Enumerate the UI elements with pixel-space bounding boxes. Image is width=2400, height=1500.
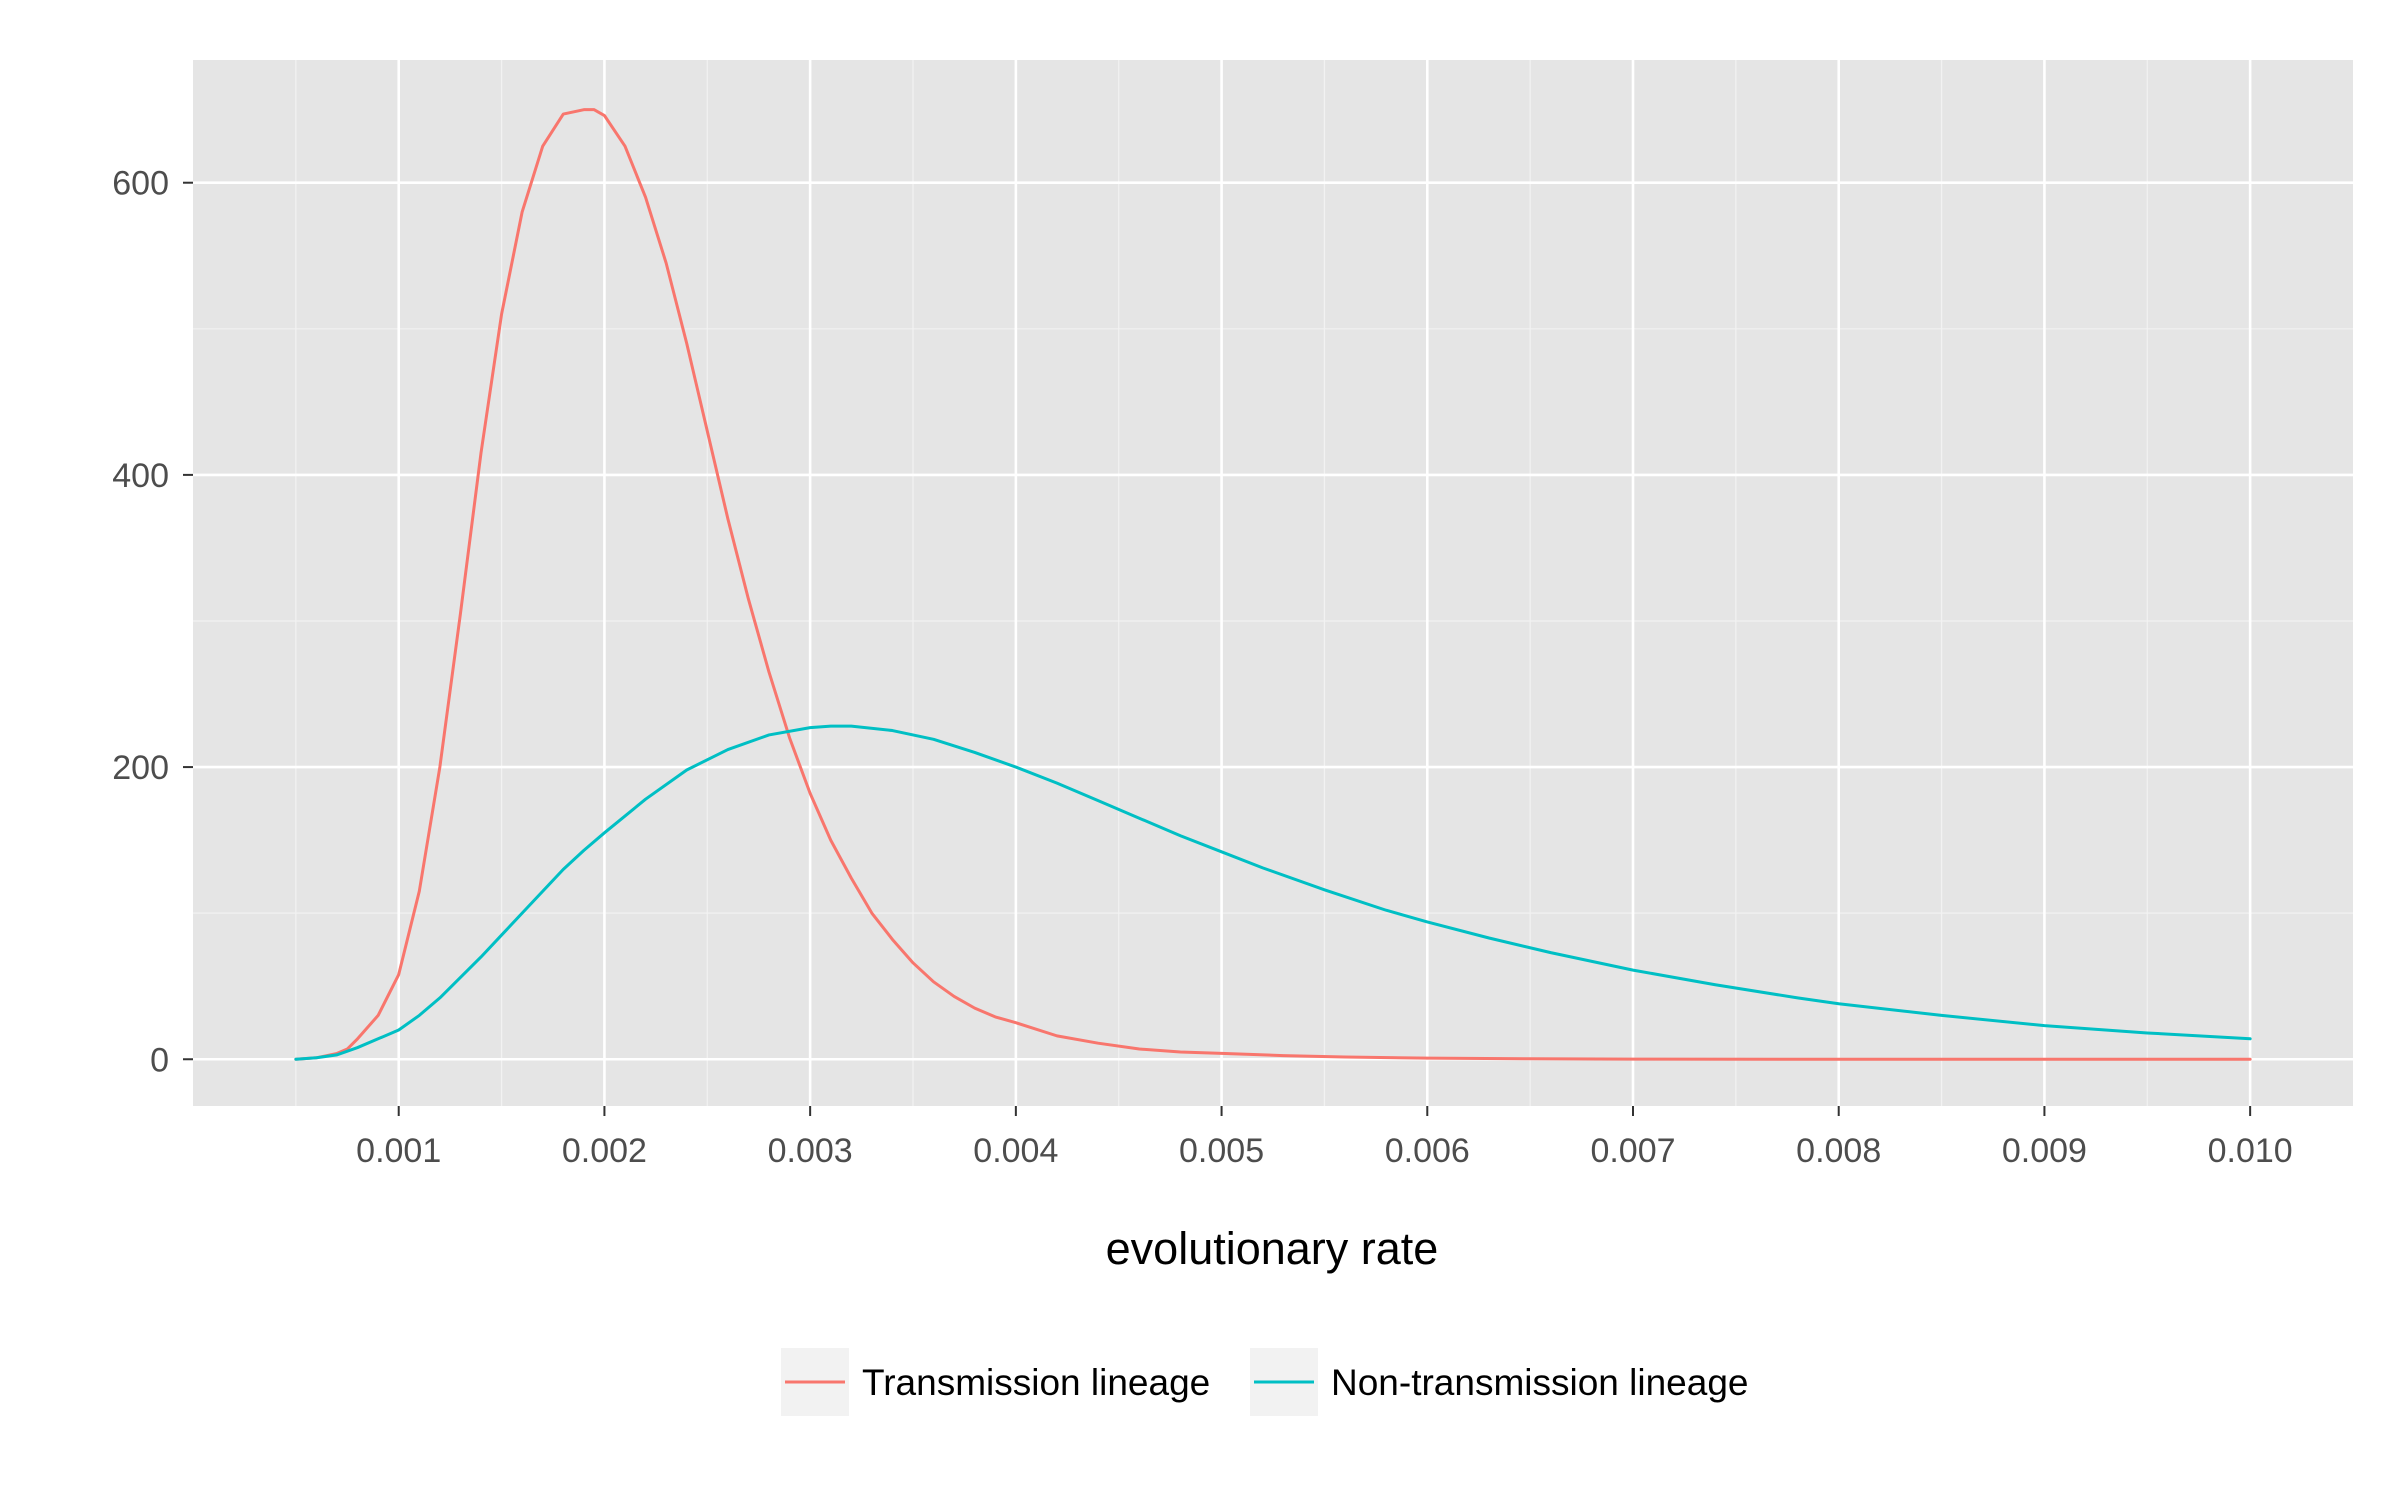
legend-item-non-transmission: Non-transmission lineage — [1250, 1348, 1748, 1416]
panel-background — [193, 60, 2353, 1106]
y-tick-label: 0 — [150, 1041, 169, 1079]
series-line-non-transmission — [294, 724, 2252, 1061]
y-tick-label: 600 — [112, 165, 169, 203]
axis-layer: 0.001 0.002 0.003 0.004 0.005 0.006 0.007 0.008… — [112, 165, 2292, 1170]
x-tick-label: 0.005 — [1179, 1132, 1264, 1170]
x-tick-label: 0.002 — [562, 1132, 647, 1170]
x-tick-label: 0.006 — [1385, 1132, 1470, 1170]
x-tick-label: 0.008 — [1796, 1132, 1881, 1170]
legend: Transmission lineage Non-transmission lin… — [781, 1348, 1748, 1416]
x-tick-label: 0.001 — [356, 1132, 441, 1170]
x-tick-label: 0.003 — [768, 1132, 853, 1170]
series-layer — [294, 108, 2252, 1061]
legend-label: Transmission lineage — [862, 1362, 1210, 1403]
legend-item-transmission: Transmission lineage — [781, 1348, 1210, 1416]
x-tick-label: 0.010 — [2208, 1132, 2293, 1170]
y-tick-label: 200 — [112, 749, 169, 787]
legend-label: Non-transmission lineage — [1331, 1362, 1748, 1403]
y-tick-label: 400 — [112, 457, 169, 495]
x-tick-label: 0.004 — [973, 1132, 1058, 1170]
x-tick-label: 0.007 — [1590, 1132, 1675, 1170]
x-tick-label: 0.009 — [2002, 1132, 2087, 1170]
series-line-transmission — [294, 108, 2252, 1061]
plot-panel — [193, 60, 2353, 1106]
x-axis-title: evolutionary rate — [1106, 1223, 1439, 1274]
